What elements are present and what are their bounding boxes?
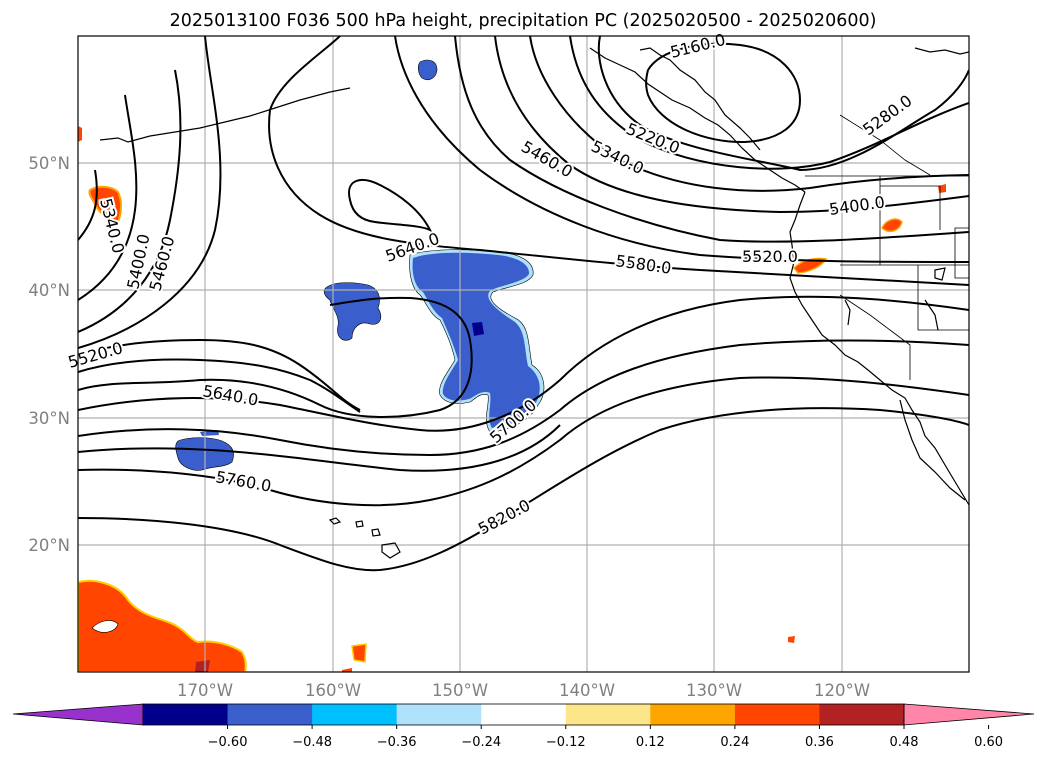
lon-label: 130°W <box>686 681 742 700</box>
contour-5160 <box>645 42 802 144</box>
contour-5460-east <box>454 36 969 243</box>
colorbar-segment <box>819 704 905 725</box>
map-area <box>78 36 969 672</box>
contour-5640-closed <box>348 179 433 233</box>
precipitation-anomaly-fills <box>78 59 946 672</box>
contour-5580-east <box>268 36 969 286</box>
colorbar-tick-label: −0.60 <box>208 735 248 750</box>
contour-5520-east <box>394 36 969 263</box>
positive-anomaly-hole <box>91 620 119 633</box>
contour-5400-west <box>78 94 138 301</box>
longitude-labels: 170°W 160°W 150°W 140°W 130°W 120°W <box>177 681 870 700</box>
negative-anomaly-max-spot <box>472 322 484 336</box>
negative-anomaly-main-core <box>412 252 540 428</box>
colorbar-segment <box>396 704 482 725</box>
colorbar-tick-label: −0.48 <box>292 735 332 750</box>
colorbar-segment <box>143 704 229 725</box>
positive-anomaly-left-edge <box>78 126 82 142</box>
negative-anomaly-west <box>323 282 382 341</box>
colorbar-segment <box>227 704 313 725</box>
lon-label: 170°W <box>177 681 233 700</box>
lat-label: 50°N <box>28 154 70 173</box>
colorbar-segment <box>734 704 820 725</box>
lat-label: 30°N <box>28 409 70 428</box>
colorbar-tick-label: 0.24 <box>720 735 749 750</box>
colorbar-tick-label: 0.12 <box>636 735 665 750</box>
colorbar-segment <box>565 704 651 725</box>
height-contours <box>78 36 969 572</box>
coastlines <box>99 47 969 559</box>
positive-anomaly-southwest-large <box>78 579 247 672</box>
positive-anomaly-idaho <box>881 218 903 233</box>
negative-anomaly-alaska <box>417 59 438 81</box>
positive-anomaly-california <box>792 257 828 274</box>
gridlines <box>78 36 969 672</box>
colorbar-tick-label: 0.60 <box>974 735 1003 750</box>
lon-label: 160°W <box>305 681 361 700</box>
positive-anomaly-max <box>195 660 210 672</box>
positive-anomaly-south <box>351 643 367 663</box>
contour-5640-south <box>78 296 473 418</box>
colorbar-segment <box>312 704 398 725</box>
colorbar: −0.60 −0.48 −0.36 −0.24 −0.12 0.12 0.24 0.36 0.4… <box>12 703 1035 750</box>
contour-5280 <box>569 36 969 170</box>
lon-label: 140°W <box>559 681 615 700</box>
contour-5340-east <box>529 36 969 192</box>
colorbar-tick-label: −0.12 <box>546 735 586 750</box>
contour-5580-west <box>78 358 361 413</box>
positive-anomaly-bottom <box>342 668 352 672</box>
contour-5700 <box>78 295 969 432</box>
contour-5820 <box>78 376 969 507</box>
colorbar-extend-low <box>12 703 144 726</box>
lat-label: 20°N <box>28 536 70 555</box>
contour-5460-west <box>78 69 182 333</box>
colorbar-tick-label: −0.24 <box>461 735 501 750</box>
contour-5760 <box>78 339 969 457</box>
contour-5520-west <box>78 338 361 411</box>
latitude-labels: 20°N 30°N 40°N 50°N <box>28 154 70 555</box>
lon-label: 120°W <box>814 681 870 700</box>
axes-frame <box>77 35 970 673</box>
colorbar-extend-high <box>903 703 1035 726</box>
colorbar-segment <box>650 704 736 725</box>
colorbar-tick-label: 0.36 <box>805 735 834 750</box>
figure-title: 2025013100 F036 500 hPa height, precipit… <box>170 11 877 31</box>
positive-anomaly-mexico <box>788 636 795 643</box>
colorbar-tick-label: 0.48 <box>890 735 919 750</box>
contour-label: 5520.0 <box>742 247 798 266</box>
contour-5880 <box>78 407 969 572</box>
contour-5760-se <box>78 424 561 472</box>
colorbar-segment <box>481 704 567 725</box>
lon-label: 150°W <box>432 681 488 700</box>
contour-5340-west <box>78 169 98 241</box>
lat-label: 40°N <box>28 281 70 300</box>
colorbar-tick-label: −0.36 <box>377 735 417 750</box>
contour-5400-east <box>494 36 969 214</box>
contour-5520-nw <box>78 36 222 349</box>
